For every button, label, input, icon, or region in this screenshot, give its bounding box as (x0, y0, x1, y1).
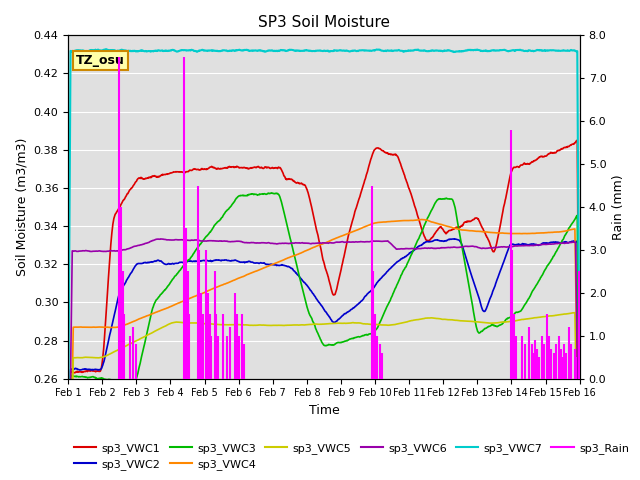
Text: TZ_osu: TZ_osu (76, 54, 125, 67)
Legend: sp3_VWC1, sp3_VWC2, sp3_VWC3, sp3_VWC4, sp3_VWC5, sp3_VWC6, sp3_VWC7, sp3_Rain: sp3_VWC1, sp3_VWC2, sp3_VWC3, sp3_VWC4, … (70, 438, 634, 474)
Title: SP3 Soil Moisture: SP3 Soil Moisture (258, 15, 390, 30)
Y-axis label: Soil Moisture (m3/m3): Soil Moisture (m3/m3) (15, 138, 28, 276)
X-axis label: Time: Time (308, 404, 339, 417)
Bar (68, 36, 580, 379)
Y-axis label: Rain (mm): Rain (mm) (612, 174, 625, 240)
